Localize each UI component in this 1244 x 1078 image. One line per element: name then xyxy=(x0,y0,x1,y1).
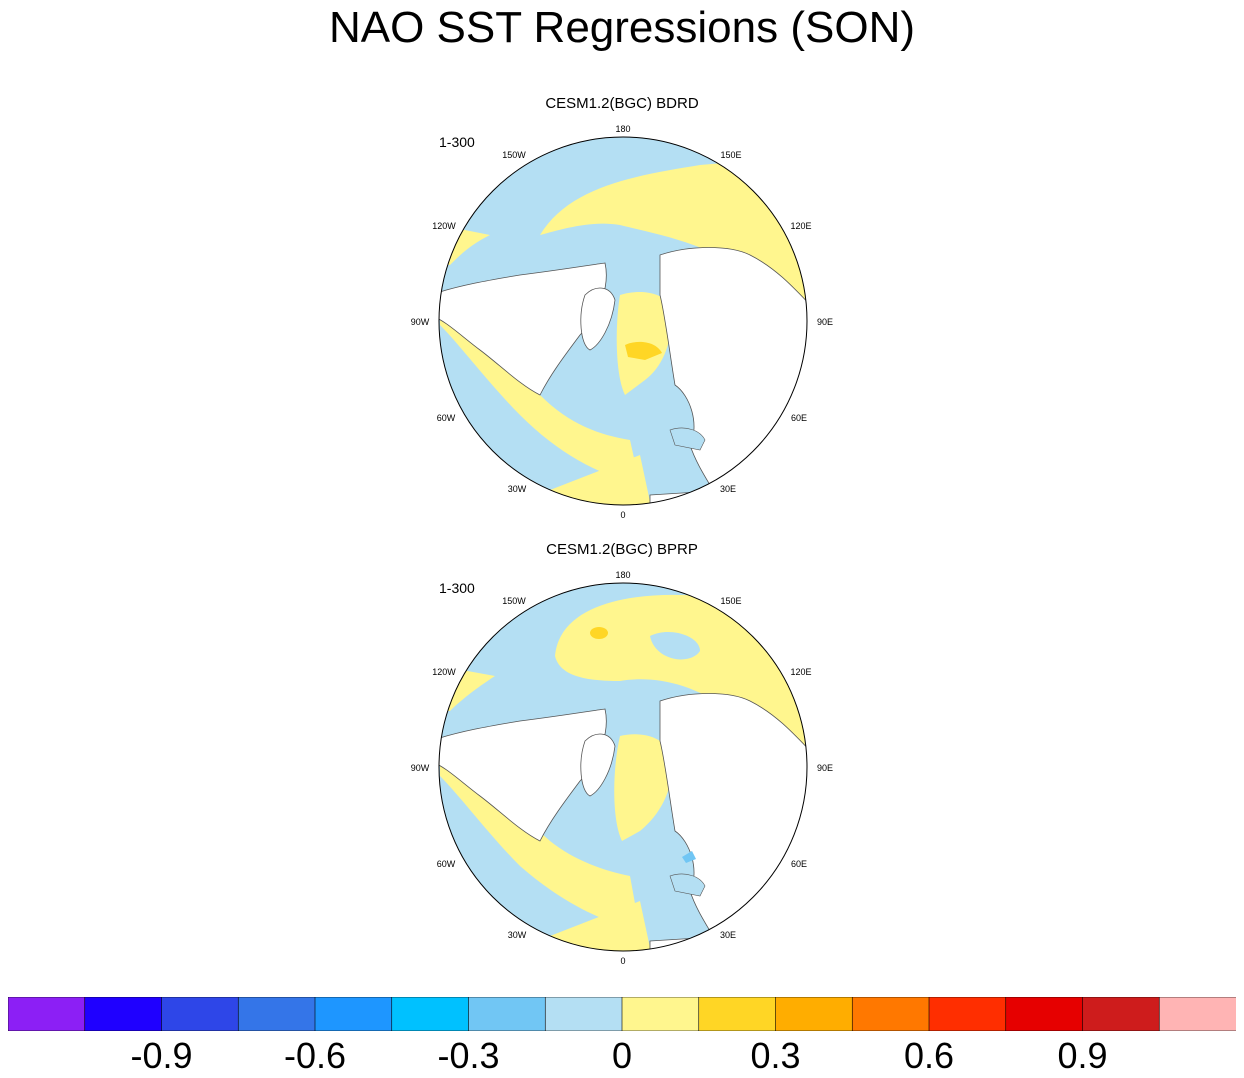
africa-landmass xyxy=(649,489,731,505)
colorbar-tick-label: 0 xyxy=(611,1035,633,1076)
colorbar-swatch xyxy=(928,997,1007,1031)
lon-label-180: 180 xyxy=(615,570,630,580)
colorbar-swatch xyxy=(621,997,700,1031)
lon-label-150e: 150E xyxy=(720,596,741,606)
lon-label-150w: 150W xyxy=(502,150,526,160)
colorbar-tick-label: -0.3 xyxy=(437,1035,500,1076)
colorbar xyxy=(8,997,1236,1031)
lon-label-30e: 30E xyxy=(720,484,736,494)
positive-region xyxy=(550,455,655,505)
positive-regression-patch xyxy=(625,341,662,360)
panel-year-range: 1-300 xyxy=(439,580,475,596)
lon-label-120w: 120W xyxy=(432,221,456,231)
map-boundary xyxy=(438,582,808,952)
lon-label-120e: 120E xyxy=(790,667,811,677)
panel-title: CESM1.2(BGC) BDRD xyxy=(545,95,699,112)
lon-label-150e: 150E xyxy=(720,150,741,160)
positive-pacific-region xyxy=(555,594,807,791)
lon-label-60e: 60E xyxy=(791,859,807,869)
lon-label-60w: 60W xyxy=(437,413,456,423)
colorbar-swatch xyxy=(314,997,393,1031)
colorbar-tick-label: -0.9 xyxy=(130,1035,193,1076)
colorbar-tick-label: 0.9 xyxy=(1057,1035,1108,1076)
lon-label-150w: 150W xyxy=(502,596,526,606)
colorbar-swatch xyxy=(468,997,547,1031)
lon-label-30e: 30E xyxy=(720,930,736,940)
panel-year-range: 1-300 xyxy=(439,134,475,150)
positive-regression-patch xyxy=(590,627,608,639)
map-boundary xyxy=(438,136,808,506)
colorbar-swatch xyxy=(237,997,316,1031)
lon-label-60e: 60E xyxy=(791,413,807,423)
lon-label-90w: 90W xyxy=(411,763,430,773)
colorbar-tick-label: -0.6 xyxy=(283,1035,347,1076)
lon-label-90w: 90W xyxy=(411,317,430,327)
colorbar-swatch xyxy=(391,997,470,1031)
greenland-landmass xyxy=(580,287,616,351)
lon-label-120e: 120E xyxy=(790,221,811,231)
colorbar-swatch xyxy=(851,997,930,1031)
panel-title: CESM1.2(BGC) BPRP xyxy=(546,541,698,558)
inland-sea xyxy=(669,873,706,897)
lon-label-90e: 90E xyxy=(817,317,833,327)
negative-regression-patch xyxy=(682,851,696,863)
lon-label-180: 180 xyxy=(615,124,630,134)
inland-sea xyxy=(669,427,706,451)
africa-landmass xyxy=(649,935,731,951)
colorbar-tick-label: 0.6 xyxy=(903,1035,955,1076)
colorbar-swatch xyxy=(161,997,240,1031)
polar-map: 180 150E 120E 90E 60E 30E 0 30W 60W 90W … xyxy=(411,570,833,966)
lon-label-60w: 60W xyxy=(437,859,456,869)
map-panel-bprp: CESM1.2(BGC) BPRP 1-300 180 150E 120E xyxy=(400,541,844,981)
positive-region xyxy=(550,901,655,951)
colorbar-swatch xyxy=(1158,997,1236,1031)
colorbar-swatch xyxy=(544,997,623,1031)
lon-label-120w: 120W xyxy=(432,667,456,677)
lon-label-0: 0 xyxy=(620,956,625,966)
map-panel-bdrd: CESM1.2(BGC) BDRD 1-300 180 150E 120E xyxy=(400,95,844,535)
colorbar-swatch xyxy=(775,997,854,1031)
colorbar-swatch xyxy=(698,997,777,1031)
colorbar-swatch xyxy=(8,997,86,1031)
lon-label-90e: 90E xyxy=(817,763,833,773)
lon-label-0: 0 xyxy=(620,510,625,520)
colorbar-swatch xyxy=(84,997,163,1031)
figure-title: NAO SST Regressions (SON) xyxy=(328,3,915,52)
lon-label-30w: 30W xyxy=(508,930,527,940)
negative-regression-patch xyxy=(650,631,700,660)
colorbar-swatch xyxy=(1005,997,1084,1031)
colorbar-swatch xyxy=(1082,997,1161,1031)
positive-nordic-region xyxy=(614,734,673,841)
polar-map: 180 150E 120E 90E 60E 30E 0 30W 60W 90W … xyxy=(411,124,833,520)
lon-label-30w: 30W xyxy=(508,484,527,494)
colorbar-tick-label: 0.3 xyxy=(750,1035,801,1076)
positive-pacific-region xyxy=(540,155,807,345)
greenland-landmass xyxy=(580,733,616,797)
